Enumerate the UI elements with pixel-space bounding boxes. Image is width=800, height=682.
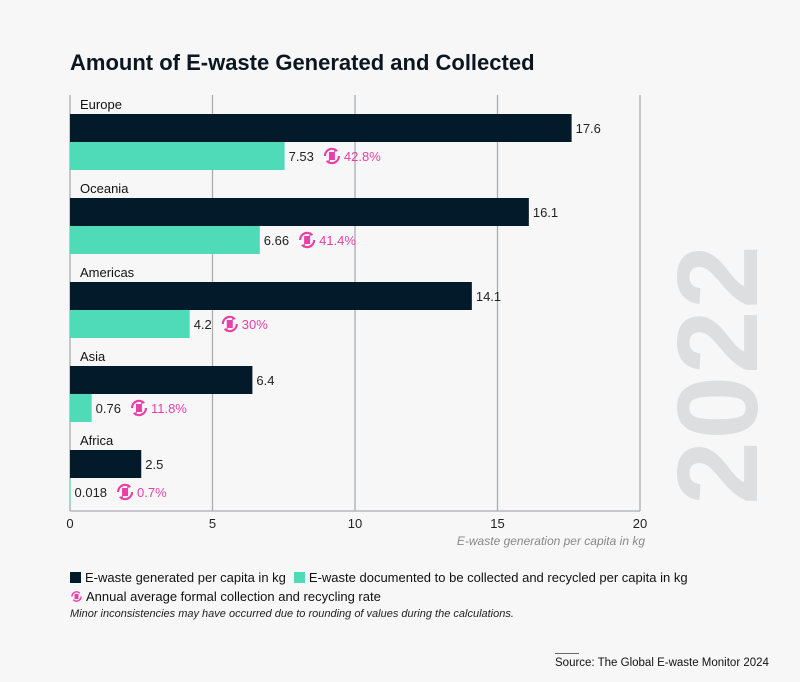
recycle-icon — [130, 399, 148, 417]
legend-swatch-generated — [70, 572, 81, 583]
bar-generated — [70, 282, 472, 310]
category-label: Africa — [80, 433, 114, 448]
bar-collected — [70, 142, 285, 170]
category-label: Oceania — [80, 181, 129, 196]
data-label-collected: 4.2 — [194, 317, 212, 332]
label-bg — [77, 264, 138, 281]
category-label: Asia — [80, 349, 106, 364]
legend-label-rate: Annual average formal collection and rec… — [86, 589, 381, 604]
rate-label: 0.7% — [137, 485, 167, 500]
data-label-generated: 16.1 — [533, 205, 558, 220]
bar-generated — [70, 366, 253, 394]
data-label-generated: 17.6 — [576, 121, 601, 136]
recycle-icon — [323, 147, 341, 165]
bar-generated — [70, 114, 572, 142]
recycle-icon — [299, 231, 316, 249]
data-label-collected: 0.018 — [75, 485, 108, 500]
label-bg — [77, 180, 133, 197]
rate-label: 42.8% — [344, 149, 381, 164]
data-label-collected: 6.66 — [264, 233, 289, 248]
legend: E-waste generated per capita in kg E-was… — [70, 568, 688, 606]
recycle-icon — [116, 483, 134, 501]
recycle-icon — [221, 315, 238, 333]
data-label-collected: 7.53 — [289, 149, 314, 164]
recycle-icon — [71, 591, 82, 602]
rate-label: 11.8% — [151, 401, 187, 416]
x-tick-label: 15 — [490, 516, 504, 531]
bar-collected — [70, 226, 260, 254]
data-label-generated: 14.1 — [476, 289, 501, 304]
legend-swatch-collected — [293, 572, 305, 583]
x-tick-label: 0 — [66, 516, 73, 531]
data-label-generated: 2.5 — [145, 457, 163, 472]
bar-generated — [70, 450, 142, 478]
bar-collected — [70, 394, 92, 422]
legend-label-generated: E-waste generated per capita in kg — [85, 570, 286, 585]
label-bg — [77, 432, 117, 449]
bar-collected — [70, 478, 71, 506]
label-bg — [77, 96, 125, 113]
rate-label: 30% — [242, 317, 268, 332]
x-axis-label: E-waste generation per capita in kg — [457, 534, 645, 548]
source: Source: The Global E-waste Monitor 2024 — [555, 657, 769, 669]
x-tick-label: 5 — [209, 516, 216, 531]
label-bg — [77, 348, 110, 365]
category-label: Americas — [80, 265, 135, 280]
bar-collected — [70, 310, 190, 338]
category-label: Europe — [80, 97, 122, 112]
x-tick-label: 20 — [633, 516, 647, 531]
data-label-collected: 0.76 — [96, 401, 121, 416]
data-label-generated: 6.4 — [256, 373, 274, 388]
bar-generated — [70, 198, 529, 226]
legend-label-collected: E-waste documented to be collected and r… — [308, 570, 688, 585]
x-tick-label: 10 — [348, 516, 362, 531]
chart-title: Amount of E-waste Generated and Collecte… — [70, 50, 535, 75]
source-divider — [555, 653, 579, 654]
rate-label: 41.4% — [319, 233, 356, 248]
year-watermark: 2022 — [655, 243, 782, 505]
footnote: Minor inconsistencies may have occurred … — [70, 608, 514, 620]
